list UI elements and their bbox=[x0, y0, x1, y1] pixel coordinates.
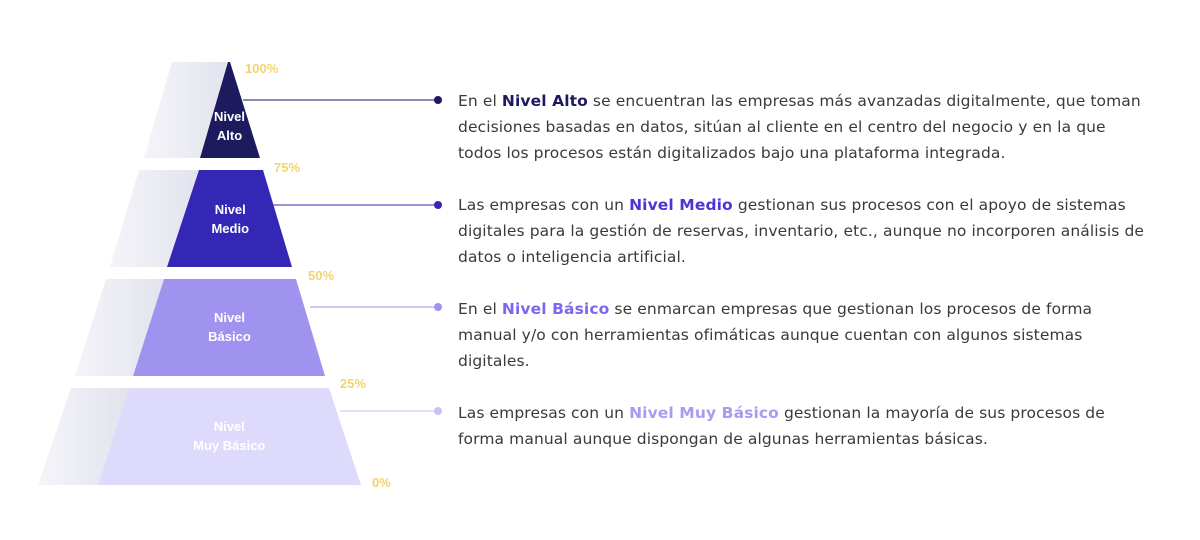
tier-shadow-face bbox=[110, 170, 199, 267]
description-text: Las empresas con un bbox=[458, 404, 630, 422]
percent-label: 75% bbox=[274, 160, 300, 175]
tier-label-line1: Nivel bbox=[214, 419, 245, 434]
description-text: En el bbox=[458, 92, 502, 110]
description-text: se enmarcan empresas que gestionan los p… bbox=[458, 300, 1093, 370]
tier-description-4: Las empresas con un Nivel Muy Básico ges… bbox=[458, 400, 1148, 452]
percent-label: 100% bbox=[245, 61, 279, 76]
pyramid-tier-1 bbox=[200, 62, 260, 158]
tier-label-line1: Nivel bbox=[214, 310, 245, 325]
description-highlight: Nivel Medio bbox=[629, 196, 733, 214]
connector-dot bbox=[434, 407, 442, 415]
tier-label-line1: Nivel bbox=[215, 202, 246, 217]
description-text: En el bbox=[458, 300, 502, 318]
connector-dot bbox=[434, 201, 442, 209]
tier-label-line2: Muy Básico bbox=[193, 438, 265, 453]
tier-shadow-face bbox=[75, 279, 164, 376]
percent-label: 25% bbox=[340, 376, 366, 391]
pyramid-tier-2 bbox=[167, 170, 292, 267]
pyramid-tier-4 bbox=[98, 388, 361, 485]
connector-dot bbox=[434, 303, 442, 311]
description-highlight: Nivel Alto bbox=[501, 92, 588, 110]
description-text: gestionan la mayoría de sus procesos de … bbox=[458, 404, 1105, 448]
tier-shadow-face bbox=[38, 388, 129, 485]
tier-description-2: Las empresas con un Nivel Medio gestiona… bbox=[458, 192, 1148, 270]
description-highlight: Nivel Básico bbox=[501, 300, 610, 318]
tier-label-line2: Alto bbox=[217, 128, 242, 143]
connector-dot bbox=[434, 96, 442, 104]
tier-label-line1: Nivel bbox=[214, 109, 245, 124]
tier-label-line2: Medio bbox=[211, 221, 249, 236]
description-text: Las empresas con un bbox=[458, 196, 630, 214]
description-text: gestionan sus procesos con el apoyo de s… bbox=[458, 196, 1145, 266]
description-highlight: Nivel Muy Básico bbox=[629, 404, 779, 422]
tier-description-3: En el Nivel Básico se enmarcan empresas … bbox=[458, 296, 1148, 374]
description-text: se encuentran las empresas más avanzadas… bbox=[458, 92, 1141, 162]
percent-label: 50% bbox=[308, 268, 334, 283]
pyramid-tier-3 bbox=[133, 279, 325, 376]
tier-description-1: En el Nivel Alto se encuentran las empre… bbox=[458, 88, 1148, 166]
percent-label-base: 0% bbox=[372, 475, 391, 490]
tier-label-line2: Básico bbox=[208, 329, 251, 344]
